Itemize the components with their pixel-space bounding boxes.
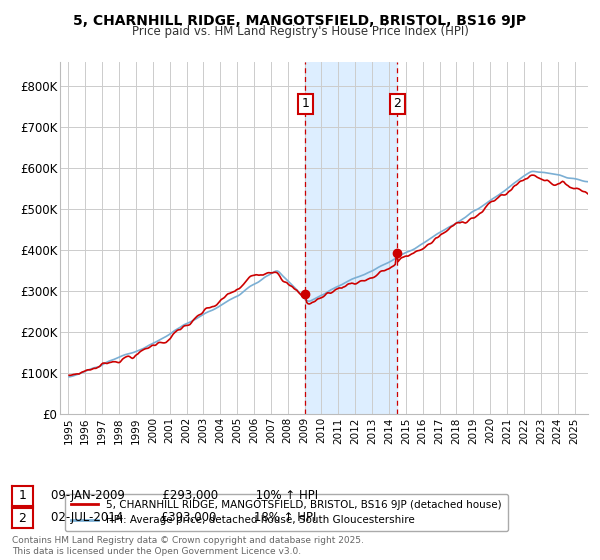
Text: Contains HM Land Registry data © Crown copyright and database right 2025.
This d: Contains HM Land Registry data © Crown c… [12, 536, 364, 556]
Bar [305, 62, 397, 414]
Text: 09-JAN-2009          £293,000          10% ↑ HPI: 09-JAN-2009 £293,000 10% ↑ HPI [51, 489, 318, 502]
Text: 1: 1 [19, 489, 26, 502]
Text: 2: 2 [19, 511, 26, 525]
Text: 5, CHARNHILL RIDGE, MANGOTSFIELD, BRISTOL, BS16 9JP: 5, CHARNHILL RIDGE, MANGOTSFIELD, BRISTO… [73, 14, 527, 28]
Legend: 5, CHARNHILL RIDGE, MANGOTSFIELD, BRISTOL, BS16 9JP (detached house), HPI: Avera: 5, CHARNHILL RIDGE, MANGOTSFIELD, BRISTO… [65, 494, 508, 531]
Text: Price paid vs. HM Land Registry's House Price Index (HPI): Price paid vs. HM Land Registry's House … [131, 25, 469, 38]
Text: 02-JUL-2014          £393,000          18% ↑ HPI: 02-JUL-2014 £393,000 18% ↑ HPI [51, 511, 316, 525]
Text: 2: 2 [394, 97, 401, 110]
Text: 1: 1 [301, 97, 309, 110]
